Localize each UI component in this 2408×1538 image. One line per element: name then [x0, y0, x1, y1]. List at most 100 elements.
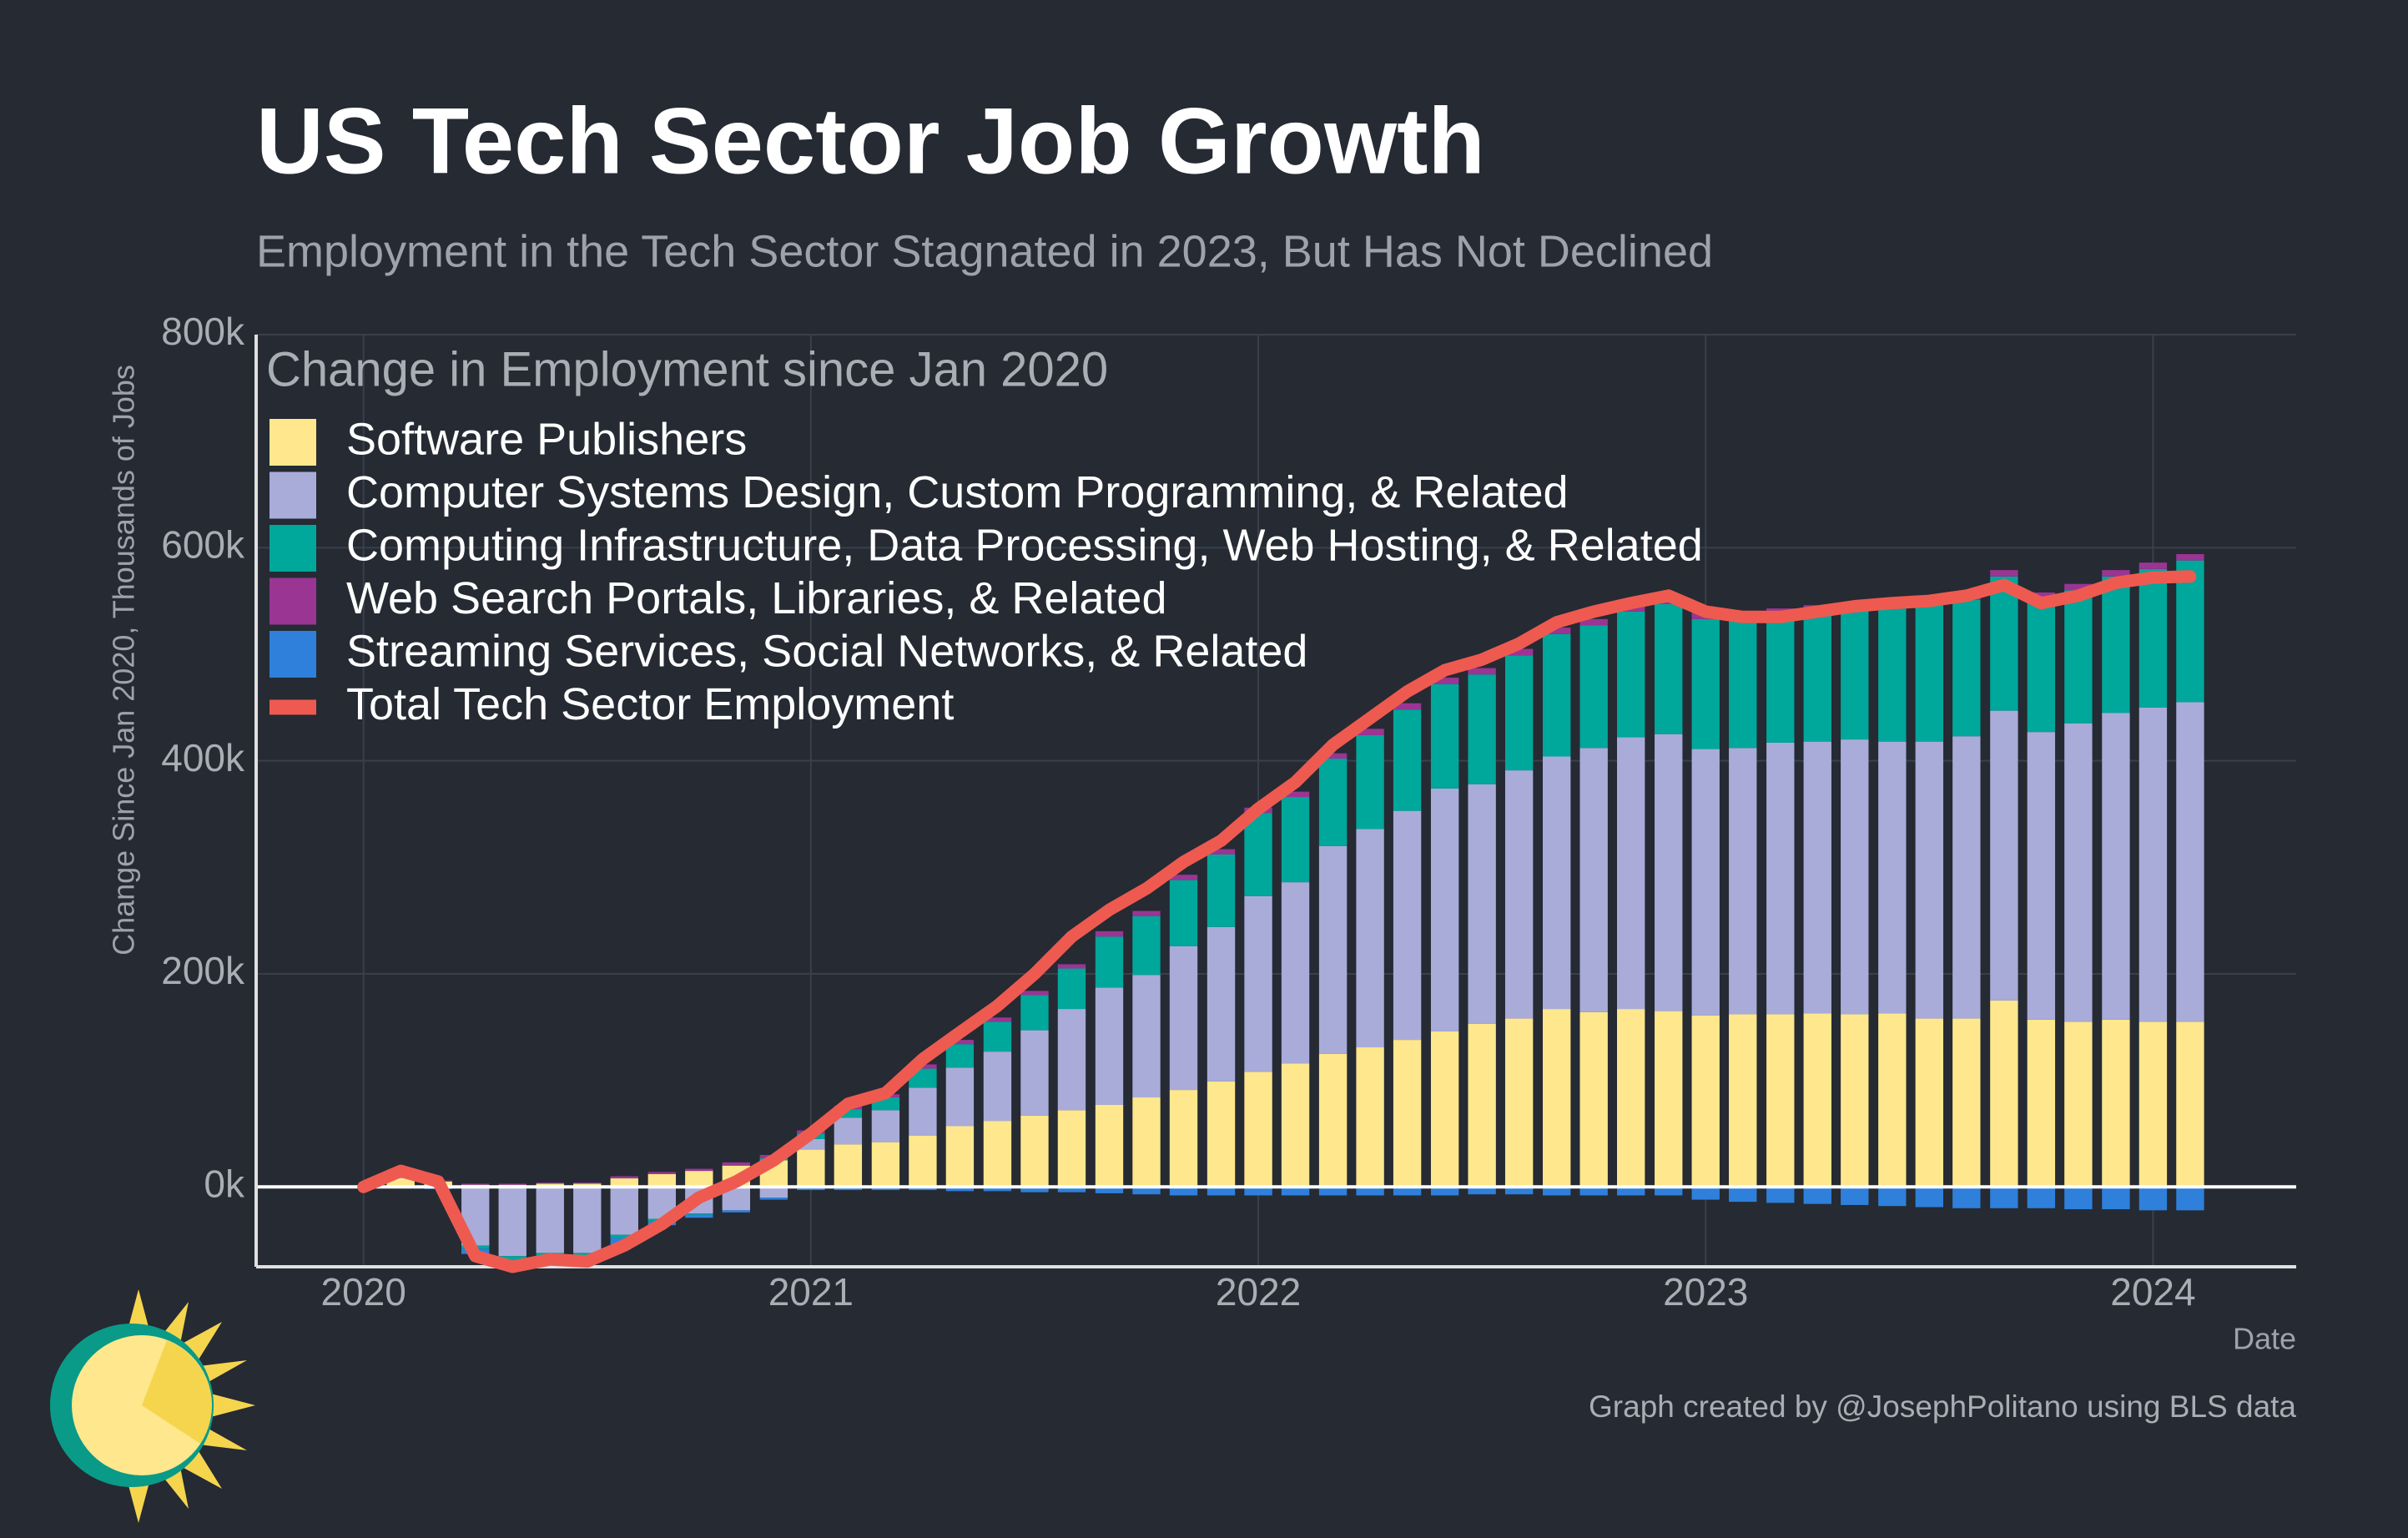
- bar-segment: [1430, 1187, 1459, 1196]
- bar-segment: [1655, 603, 1683, 734]
- bar-segment: [1356, 829, 1384, 1048]
- bar-segment: [1803, 1013, 1831, 1188]
- bar-segment: [647, 1173, 677, 1188]
- bar-segment: [1468, 784, 1496, 1024]
- bar-segment: [1915, 741, 1944, 1019]
- bar-segment: [1281, 791, 1310, 798]
- bar-segment: [1878, 1013, 1907, 1188]
- bar-segment: [1057, 1110, 1086, 1188]
- bar-segment: [834, 1144, 863, 1188]
- legend-swatch: [270, 699, 316, 715]
- bar-segment: [1020, 995, 1049, 1031]
- bar-segment: [1169, 880, 1198, 946]
- x-tick-label: 2024: [2110, 1270, 2195, 1314]
- bar-segment: [1207, 849, 1236, 855]
- bar-segment: [1244, 1187, 1272, 1196]
- bar-segment: [1504, 1018, 1534, 1188]
- bar-segment: [1169, 1090, 1198, 1188]
- bar-segment: [945, 1044, 975, 1068]
- x-tick-label: 2022: [1216, 1270, 1301, 1314]
- bar-segment: [1132, 975, 1161, 1098]
- bar-segment: [1095, 936, 1124, 988]
- bar-segment: [945, 1040, 975, 1045]
- bar-segment: [1542, 628, 1571, 634]
- bar-segment: [1504, 648, 1534, 656]
- legend-title: Change in Employment since Jan 2020: [266, 342, 1108, 396]
- bar-segment: [1504, 1187, 1534, 1195]
- bar-segment: [1057, 1009, 1086, 1111]
- y-tick-label: 400k: [161, 736, 245, 779]
- bar-segment: [2176, 702, 2204, 1022]
- bar-segment: [1095, 1104, 1124, 1188]
- bar-segment: [1504, 655, 1534, 771]
- bar-segment: [1132, 916, 1161, 976]
- bar-segment: [1095, 930, 1124, 937]
- bar-segment: [1393, 703, 1422, 710]
- bar-segment: [610, 1176, 638, 1179]
- bar-segment: [1841, 739, 1869, 1015]
- bar-segment: [1878, 608, 1907, 742]
- bar-segment: [1766, 614, 1795, 743]
- bar-segment: [1691, 618, 1720, 749]
- bar-segment: [1430, 678, 1459, 684]
- bar-segment: [2138, 707, 2168, 1022]
- bar-segment: [945, 1067, 975, 1127]
- bar-segment: [1915, 1018, 1944, 1188]
- bar-segment: [2064, 723, 2093, 1022]
- bar-segment: [1579, 1011, 1608, 1188]
- bar-segment: [1990, 576, 2018, 711]
- bar-segment: [1655, 734, 1683, 1011]
- bar-segment: [685, 1214, 713, 1218]
- bar-segment: [2027, 592, 2056, 599]
- legend-label: Streaming Services, Social Networks, & R…: [346, 626, 1307, 676]
- bar-segment: [1691, 1187, 1720, 1200]
- bar-segment: [983, 1187, 1012, 1192]
- bar-segment: [1617, 1009, 1645, 1188]
- bar-segment: [1356, 1187, 1384, 1196]
- bar-segment: [1020, 1030, 1049, 1116]
- bar-segment: [1393, 810, 1422, 1041]
- bar-segment: [1766, 1187, 1795, 1203]
- bar-segment: [2027, 1019, 2056, 1188]
- bar-segment: [1542, 1009, 1571, 1188]
- x-tick-label: 2023: [1663, 1270, 1748, 1314]
- legend-label: Total Tech Sector Employment: [346, 679, 954, 729]
- caption: Graph created by @JosephPolitano using B…: [1589, 1389, 2296, 1424]
- x-tick-label: 2020: [321, 1270, 406, 1314]
- bar-segment: [536, 1187, 564, 1253]
- bar-segment: [1841, 1014, 1869, 1188]
- bar-segment: [1393, 1187, 1422, 1196]
- bar-segment: [2138, 562, 2168, 569]
- bar-segment: [1952, 1018, 1981, 1188]
- bar-segment: [983, 1021, 1012, 1052]
- bar-segment: [1281, 882, 1310, 1064]
- y-tick-label: 600k: [161, 522, 245, 566]
- bar-segment: [1356, 729, 1384, 735]
- bar-segment: [1244, 1072, 1272, 1188]
- bar-segment: [1281, 1063, 1310, 1188]
- legend-swatch: [270, 525, 316, 572]
- bar-segment: [536, 1182, 564, 1184]
- bar-segment: [871, 1110, 900, 1142]
- bar-segment: [722, 1162, 751, 1166]
- bar-segment: [1691, 749, 1720, 1016]
- bar-segment: [1617, 737, 1645, 1010]
- bar-segment: [834, 1117, 863, 1145]
- bar-segment: [1207, 854, 1236, 927]
- bar-segment: [759, 1187, 788, 1198]
- bar-segment: [1990, 570, 2018, 577]
- bar-segment: [1020, 1115, 1049, 1188]
- bar-segment: [1952, 599, 1981, 737]
- bar-segment: [1430, 683, 1459, 789]
- bar-segment: [1990, 1000, 2018, 1188]
- bar-segment: [1356, 734, 1384, 830]
- bar-segment: [722, 1210, 751, 1213]
- bar-segment: [1617, 1187, 1645, 1196]
- bar-segment: [1841, 609, 1869, 740]
- bar-segment: [983, 1017, 1012, 1022]
- bar-segment: [498, 1183, 526, 1185]
- bar-segment: [1468, 674, 1496, 784]
- bar-segment: [909, 1087, 937, 1136]
- bar-segment: [573, 1182, 602, 1184]
